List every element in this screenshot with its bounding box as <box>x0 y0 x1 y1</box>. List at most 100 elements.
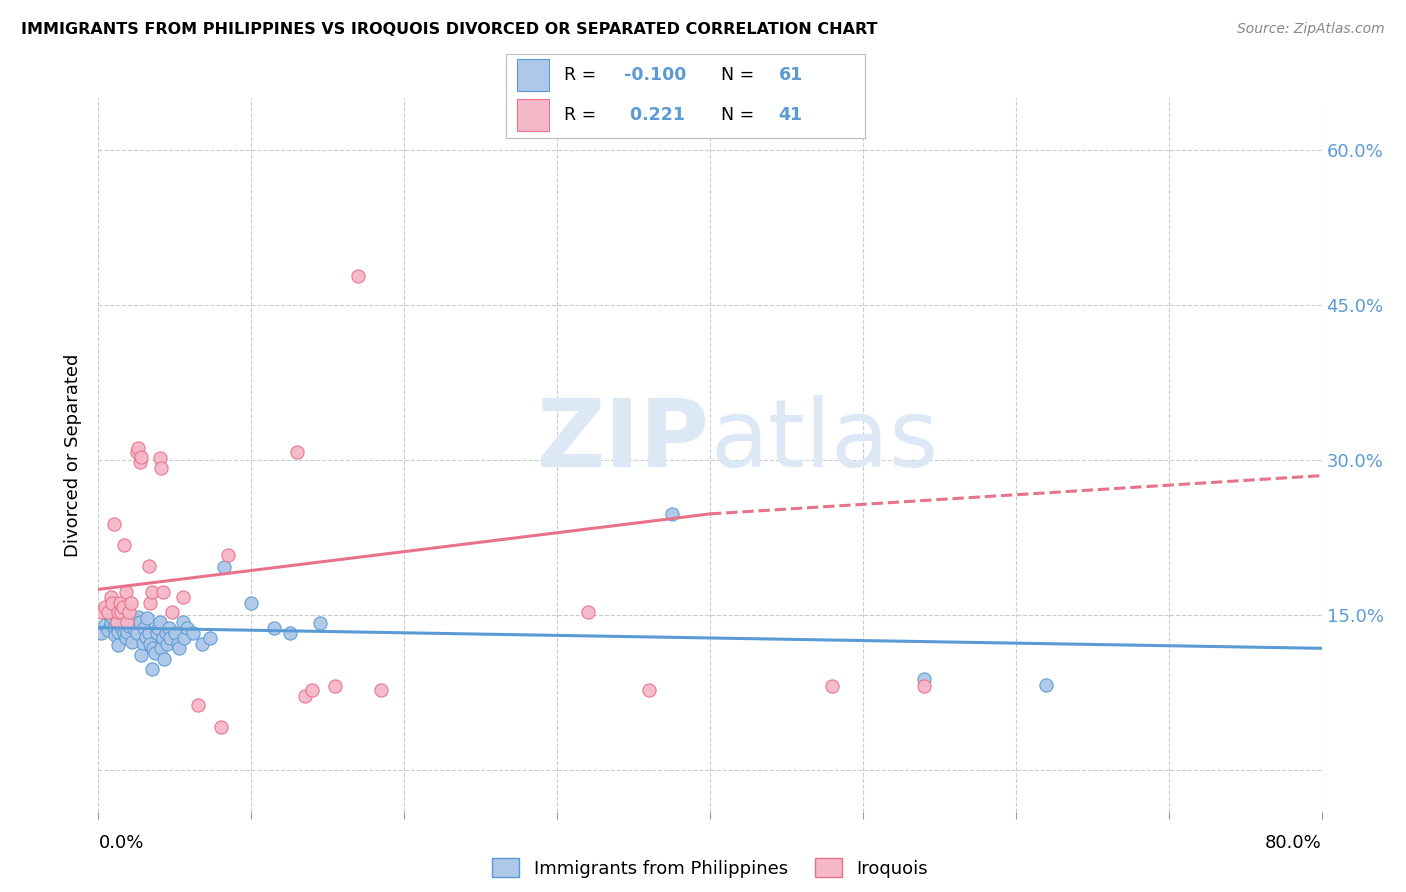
Point <box>110 605 132 619</box>
Y-axis label: Divorced or Separated: Divorced or Separated <box>65 353 83 557</box>
Point <box>821 679 844 693</box>
Point <box>120 609 142 624</box>
Point <box>108 604 131 618</box>
Point <box>128 455 150 469</box>
Point <box>278 625 301 640</box>
Point <box>139 637 162 651</box>
Text: N =: N = <box>721 106 761 124</box>
Point <box>155 625 177 640</box>
Point <box>325 679 347 693</box>
Point <box>100 590 122 604</box>
Point <box>143 647 166 661</box>
Point <box>152 631 174 645</box>
Point <box>107 605 129 619</box>
Point <box>104 628 127 642</box>
Point <box>347 268 370 283</box>
Point <box>118 605 141 619</box>
Point <box>93 617 115 632</box>
Point <box>110 619 132 633</box>
Point <box>136 611 159 625</box>
Point <box>120 596 142 610</box>
Point <box>153 651 176 665</box>
Point <box>90 605 112 619</box>
Point <box>301 682 323 697</box>
Point <box>117 624 139 639</box>
Point <box>111 599 134 614</box>
Point <box>1035 677 1057 691</box>
Point <box>125 625 148 640</box>
Point <box>118 618 141 632</box>
Point <box>294 689 316 703</box>
Point <box>107 624 129 639</box>
Point <box>181 625 204 640</box>
Point <box>135 630 157 644</box>
Point <box>370 682 392 697</box>
Point <box>112 538 135 552</box>
Point <box>150 641 173 656</box>
Point <box>132 636 155 650</box>
Point <box>134 621 156 635</box>
Point <box>115 585 138 599</box>
Point <box>176 621 198 635</box>
Point <box>139 596 162 610</box>
Point <box>101 596 124 610</box>
Point <box>141 585 163 599</box>
Point <box>152 585 174 599</box>
Text: ZIP: ZIP <box>537 394 710 487</box>
Point <box>108 596 131 610</box>
Point <box>105 615 128 630</box>
Point <box>129 450 152 464</box>
Point <box>112 625 135 640</box>
Point <box>103 621 125 635</box>
Point <box>149 450 172 465</box>
Text: Source: ZipAtlas.com: Source: ZipAtlas.com <box>1237 22 1385 37</box>
Text: R =: R = <box>564 66 602 84</box>
Point <box>129 648 152 662</box>
Point <box>217 548 239 562</box>
Point <box>97 605 120 619</box>
Point <box>124 615 146 630</box>
Point <box>138 558 160 573</box>
Point <box>117 615 139 630</box>
Point <box>309 616 332 631</box>
Text: R =: R = <box>564 106 602 124</box>
Point <box>90 625 112 640</box>
Point <box>103 517 125 532</box>
Point <box>125 445 148 459</box>
Point <box>172 615 194 630</box>
Point <box>169 641 191 656</box>
Text: 41: 41 <box>779 106 803 124</box>
Point <box>128 615 150 630</box>
Point <box>105 615 128 629</box>
Point <box>115 631 138 645</box>
Point <box>167 637 190 651</box>
Point <box>240 596 263 610</box>
Point <box>100 615 122 630</box>
Point <box>127 610 149 624</box>
Point <box>172 590 194 604</box>
Point <box>209 720 232 734</box>
Bar <box>517 99 550 131</box>
Point <box>142 641 165 656</box>
Point <box>107 638 129 652</box>
Text: 0.0%: 0.0% <box>98 834 143 852</box>
Point <box>212 559 235 574</box>
Point <box>122 621 145 635</box>
Text: -0.100: -0.100 <box>624 66 688 84</box>
Point <box>159 631 181 645</box>
Point <box>637 682 661 697</box>
Point <box>576 605 599 619</box>
Text: N =: N = <box>721 66 761 84</box>
Point <box>173 631 195 645</box>
Point <box>141 662 163 676</box>
Text: IMMIGRANTS FROM PHILIPPINES VS IROQUOIS DIVORCED OR SEPARATED CORRELATION CHART: IMMIGRANTS FROM PHILIPPINES VS IROQUOIS … <box>21 22 877 37</box>
Point <box>285 445 308 459</box>
Point <box>127 441 149 455</box>
Point <box>191 637 214 651</box>
Point <box>149 615 172 630</box>
Point <box>138 625 160 640</box>
Point <box>263 621 285 635</box>
Point <box>912 673 935 687</box>
Point <box>912 679 935 693</box>
Point <box>101 610 124 624</box>
